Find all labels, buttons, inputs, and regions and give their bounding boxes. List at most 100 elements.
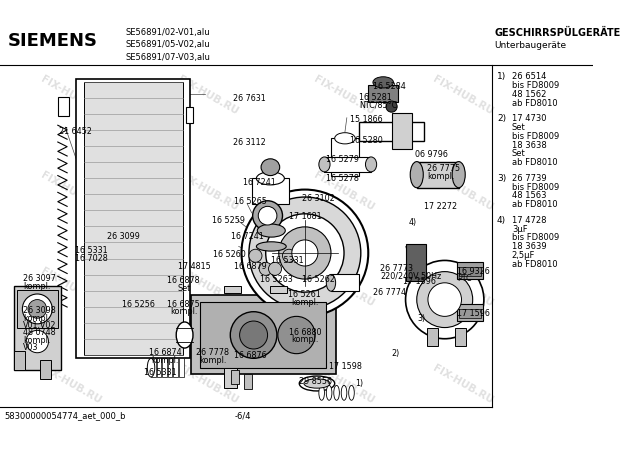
Text: 48 1562: 48 1562 [512, 90, 546, 99]
Bar [186, 107, 193, 123]
Text: 16 5279: 16 5279 [326, 155, 359, 164]
Circle shape [406, 261, 484, 339]
Text: V01,V02: V01,V02 [24, 321, 57, 330]
Text: 17 4728: 17 4728 [512, 216, 546, 225]
Bar [162, 358, 167, 377]
Text: 17 2272: 17 2272 [424, 202, 457, 211]
Ellipse shape [148, 358, 155, 377]
Ellipse shape [349, 385, 354, 400]
Text: 16 7241: 16 7241 [231, 232, 263, 241]
Ellipse shape [319, 157, 330, 172]
Text: Set: Set [512, 149, 525, 158]
Text: FIX-HUB.RU: FIX-HUB.RU [312, 266, 376, 309]
Text: 06 9796: 06 9796 [415, 150, 448, 159]
Text: 18 3638: 18 3638 [512, 140, 546, 149]
Ellipse shape [326, 385, 332, 400]
Text: 48 0748: 48 0748 [24, 328, 56, 338]
Text: 16 5331: 16 5331 [144, 368, 177, 377]
Bar [459, 267, 481, 276]
Ellipse shape [300, 376, 335, 391]
Text: 16 6880: 16 6880 [289, 328, 321, 337]
Text: 17 4730: 17 4730 [512, 114, 546, 123]
Ellipse shape [452, 162, 465, 188]
Text: Unterbaugeräte: Unterbaugeräte [494, 41, 566, 50]
Text: 16 5280: 16 5280 [350, 136, 382, 145]
Text: 3): 3) [497, 174, 506, 183]
Text: FIX-HUB.RU: FIX-HUB.RU [176, 266, 240, 309]
Text: 16 5262: 16 5262 [303, 275, 335, 284]
Text: 26 7774: 26 7774 [373, 288, 406, 297]
Text: 16 5265: 16 5265 [234, 197, 267, 206]
Text: FIX-HUB.RU: FIX-HUB.RU [431, 74, 495, 116]
Text: 2): 2) [392, 349, 400, 358]
Ellipse shape [176, 322, 193, 348]
Bar [459, 309, 481, 318]
Text: 21 6452: 21 6452 [59, 127, 92, 136]
Circle shape [26, 330, 48, 353]
Text: 26 7778: 26 7778 [196, 348, 229, 357]
Text: FIX-HUB.RU: FIX-HUB.RU [431, 266, 495, 309]
Text: ab FD8010: ab FD8010 [512, 99, 558, 108]
Text: V03: V03 [24, 343, 39, 352]
Text: 3µF: 3µF [512, 225, 527, 234]
Ellipse shape [258, 224, 286, 237]
Circle shape [28, 300, 46, 318]
Text: FIX-HUB.RU: FIX-HUB.RU [312, 170, 376, 213]
Ellipse shape [256, 242, 286, 251]
Text: bis FD8009: bis FD8009 [512, 183, 559, 192]
Bar [232, 369, 238, 384]
Text: 4): 4) [408, 218, 417, 227]
Text: 16 5259: 16 5259 [212, 216, 245, 225]
Circle shape [428, 283, 462, 316]
Bar [406, 243, 426, 281]
Text: kompl.: kompl. [427, 172, 454, 181]
Text: 26 7773: 26 7773 [380, 264, 413, 273]
Text: 4): 4) [497, 216, 506, 225]
Text: 48 1563: 48 1563 [512, 191, 546, 200]
Text: FIX-HUB.RU: FIX-HUB.RU [431, 363, 495, 406]
Text: 17 1598: 17 1598 [329, 362, 361, 371]
Text: 26 3112: 26 3112 [233, 138, 265, 147]
Text: 2,5µF: 2,5µF [512, 251, 536, 260]
Ellipse shape [304, 379, 330, 388]
Text: 16 9326: 16 9326 [457, 267, 490, 276]
Text: FIX-HUB.RU: FIX-HUB.RU [39, 363, 103, 406]
Circle shape [292, 240, 318, 266]
Bar [14, 351, 25, 369]
Bar [191, 295, 336, 374]
Text: FIX-HUB.RU: FIX-HUB.RU [39, 74, 103, 116]
Circle shape [282, 249, 296, 262]
Ellipse shape [335, 133, 356, 144]
Text: 16 5261: 16 5261 [289, 290, 321, 299]
Text: 2): 2) [497, 114, 506, 123]
Text: NTC/85°C: NTC/85°C [359, 100, 398, 109]
Text: FIX-HUB.RU: FIX-HUB.RU [176, 74, 240, 116]
Text: 1): 1) [356, 379, 363, 388]
Bar [427, 328, 438, 346]
Bar [168, 358, 172, 377]
Bar [457, 262, 483, 279]
Bar [58, 97, 69, 116]
Text: SIEMENS: SIEMENS [8, 32, 97, 50]
Bar [252, 178, 289, 204]
Text: 16 6875: 16 6875 [167, 300, 200, 309]
Text: ab FD8010: ab FD8010 [512, 200, 558, 209]
Bar [17, 290, 58, 328]
Circle shape [268, 262, 282, 275]
Text: 1): 1) [497, 72, 506, 81]
Text: 16 7028: 16 7028 [75, 254, 107, 263]
Text: 26 3099: 26 3099 [107, 232, 139, 241]
Text: 26 3097: 26 3097 [24, 274, 56, 284]
Bar [331, 274, 359, 291]
Text: 26 6514: 26 6514 [512, 72, 546, 81]
Bar [455, 328, 466, 346]
Text: 58300000054774_aet_000_b: 58300000054774_aet_000_b [4, 411, 126, 420]
Bar [151, 358, 156, 377]
Text: 15 1866: 15 1866 [350, 115, 382, 124]
Circle shape [252, 201, 282, 230]
Text: kompl.: kompl. [170, 307, 197, 316]
Text: 16 5281: 16 5281 [359, 93, 392, 102]
Text: 3): 3) [418, 314, 426, 323]
Text: 16 7241: 16 7241 [243, 178, 275, 187]
Circle shape [230, 312, 277, 358]
